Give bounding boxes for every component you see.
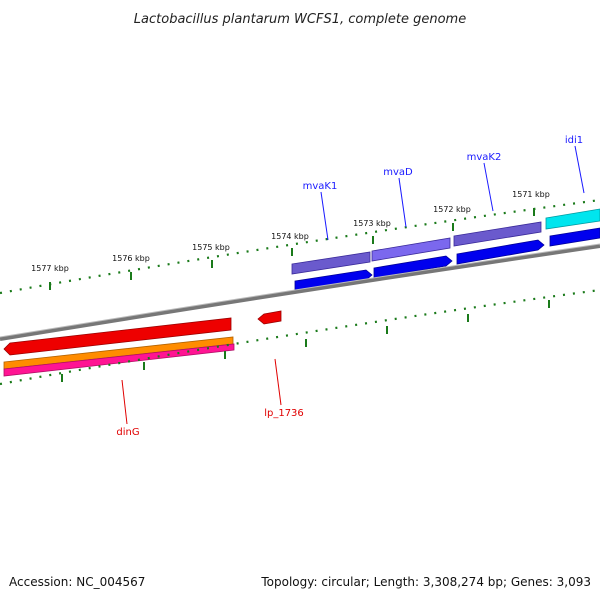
tick-label: 1575 kbp <box>192 243 230 252</box>
map-title: Lactobacillus plantarum WCFS1, complete … <box>134 12 466 27</box>
gene-mvaK2-feature[interactable] <box>453 221 542 247</box>
leader-line-lp-1736 <box>274 358 282 406</box>
gene-label-dinG[interactable]: dinG <box>116 427 139 438</box>
tick-label: 1571 kbp <box>512 190 550 199</box>
gene-dinG-feature[interactable] <box>3 317 232 356</box>
cds-blue-1[interactable] <box>294 269 373 292</box>
tick-label: 1573 kbp <box>353 219 391 228</box>
genome-summary-text: Topology: circular; Length: 3,308,274 bp… <box>260 575 591 589</box>
gene-label-mvaK2[interactable]: mvaK2 <box>467 152 502 163</box>
gene-mvaK1-feature[interactable] <box>291 251 371 275</box>
gene-label-mvaK1[interactable]: mvaK1 <box>303 181 338 192</box>
tick-label: 1577 kbp <box>31 264 69 273</box>
cds-blue-3[interactable] <box>456 239 545 265</box>
leader-line-mvaK1 <box>320 191 329 241</box>
gene-mvaD-feature[interactable] <box>371 237 451 262</box>
forward-strand-outer-row <box>291 208 600 275</box>
leader-line-idi1 <box>574 145 585 194</box>
tick-label: 1576 kbp <box>112 254 150 263</box>
genome-backbone-highlight <box>0 243 600 338</box>
reverse-strand-row <box>3 310 282 377</box>
genome-backbone <box>0 244 600 341</box>
major-ticks <box>49 208 535 290</box>
leader-line-mvaK2 <box>483 162 494 212</box>
tick-label: 1574 kbp <box>271 232 309 241</box>
cds-pink[interactable] <box>3 343 235 377</box>
gene-label-lp-1736[interactable]: lp_1736 <box>264 408 304 419</box>
leader-line-dinG <box>121 379 128 425</box>
accession-text: Accession: NC_004567 <box>9 575 145 589</box>
cds-blue-2[interactable] <box>373 255 453 279</box>
cds-blue-4[interactable] <box>549 227 600 247</box>
forward-strand-inner-row <box>294 227 600 292</box>
tick-label: 1572 kbp <box>433 205 471 214</box>
gene-idi1-feature[interactable] <box>545 208 600 230</box>
leader-line-mvaD <box>398 177 407 228</box>
gene-label-idi1[interactable]: idi1 <box>565 135 583 146</box>
gene-lp-1736-feature[interactable] <box>257 310 282 325</box>
gene-label-mvaD[interactable]: mvaD <box>383 167 413 178</box>
inner-major-ticks <box>61 300 550 382</box>
